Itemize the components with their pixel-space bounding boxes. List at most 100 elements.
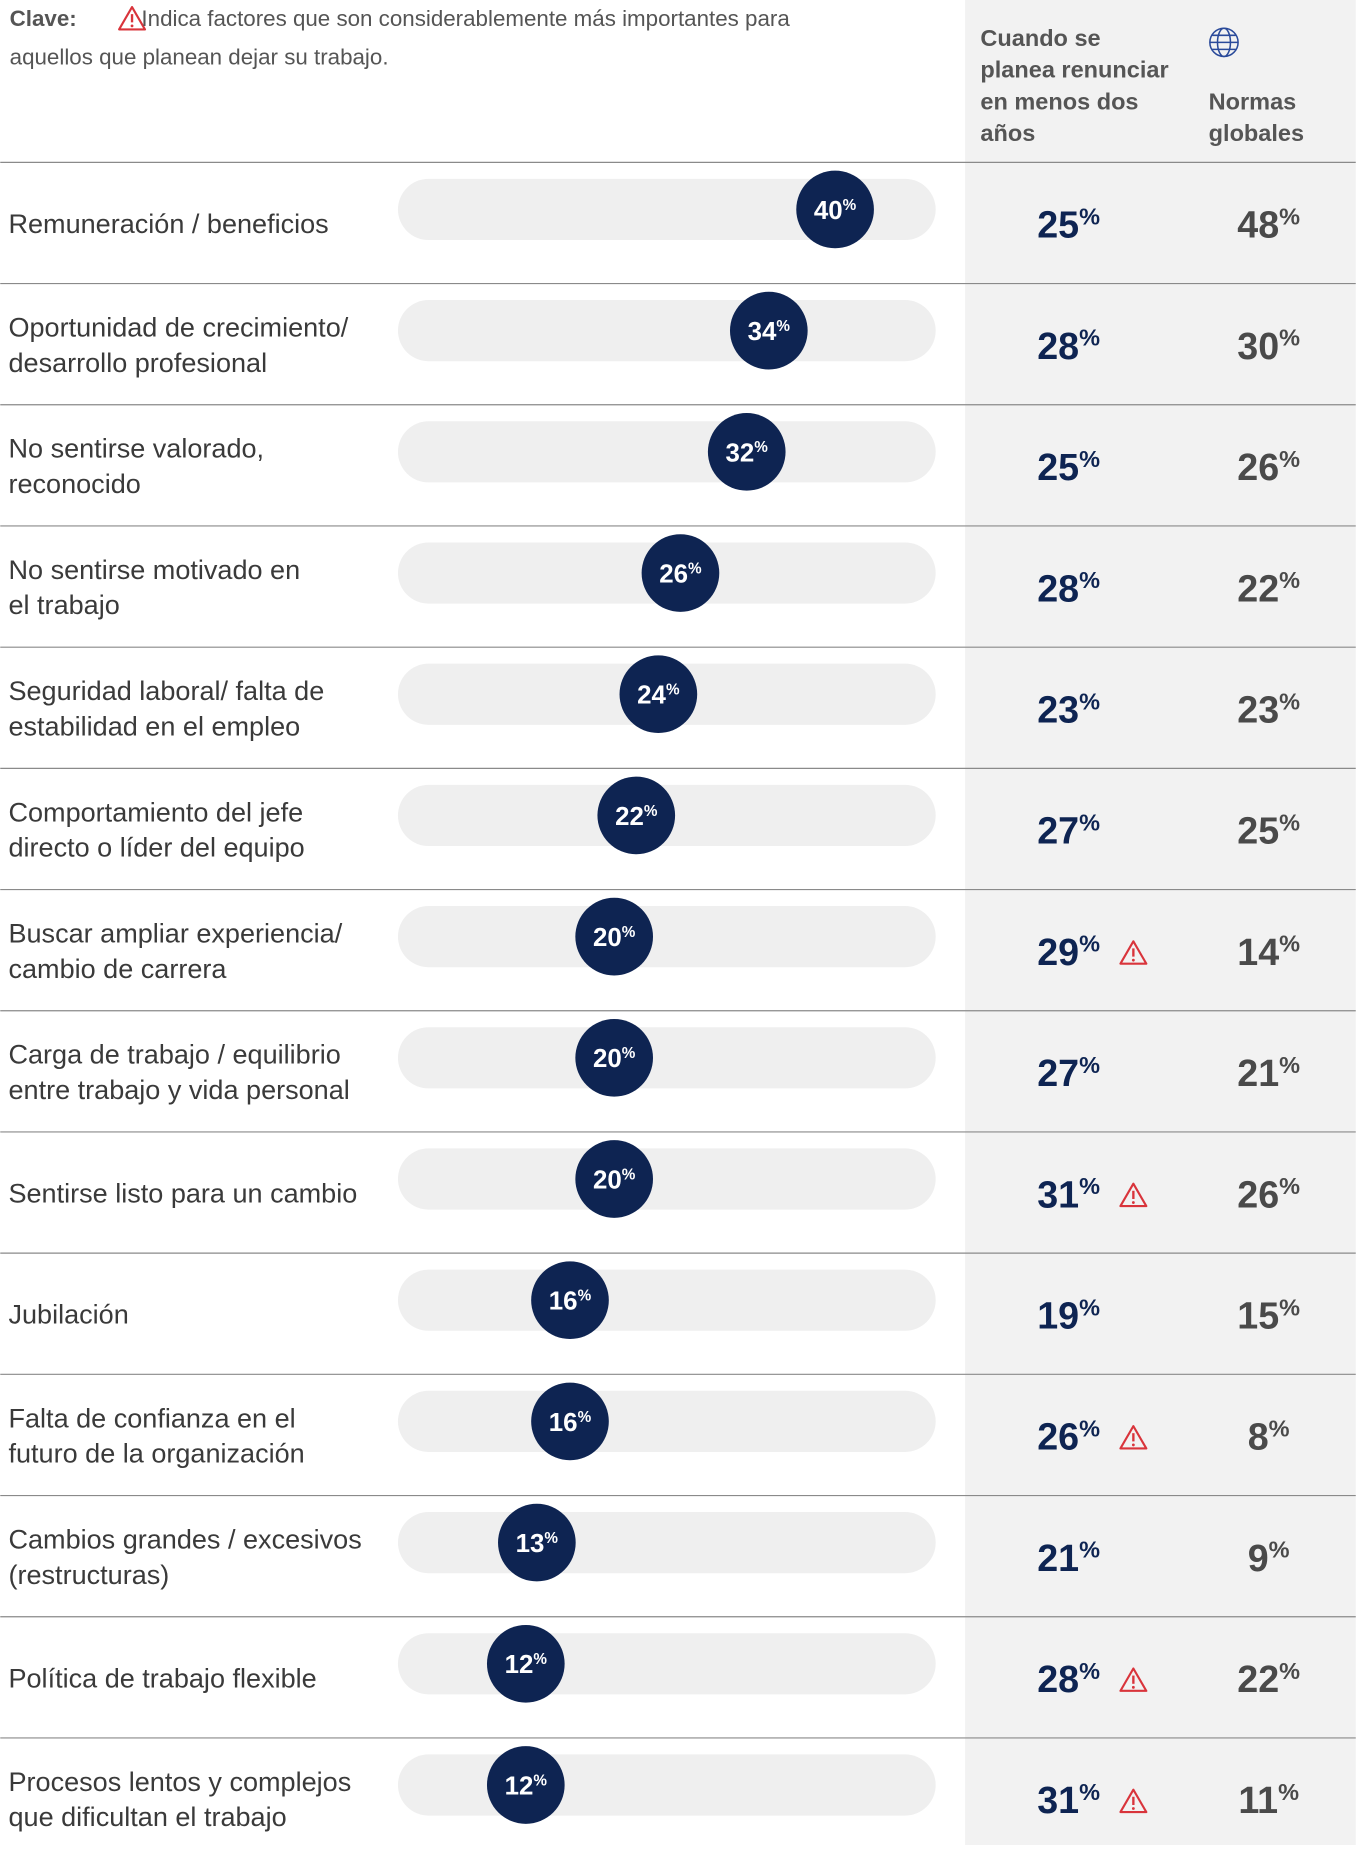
bubble [619,655,698,734]
bubble-label-unit: % [644,803,658,820]
category-label: desarrollo profesional [8,348,267,378]
plan-quit-value-number: 28 [1037,1658,1079,1700]
global-norm-value-number: 9 [1248,1537,1269,1579]
bubble [641,534,720,612]
category-label: el trabajo [8,590,119,620]
plan-quit-value-number: 25 [1037,204,1079,246]
bubble-label: 24% [637,682,680,710]
category-label: Falta de confianza en el [8,1403,295,1433]
globe-icon [1209,27,1239,58]
category-label: cambio de carrera [8,954,227,984]
warning-dot [1131,1443,1135,1447]
warning-dot [1131,1685,1135,1689]
global-norm-value-number: 22 [1237,1658,1279,1700]
bubble-label: 40% [814,197,857,225]
plan-quit-value: 29% [1037,931,1100,973]
bubble-label: 26% [659,560,702,588]
bar-track [397,1633,936,1695]
key-text: Indica factores que son considerablement… [141,6,790,31]
global-norm-value-number: 22 [1237,567,1279,609]
bubble-label: 32% [726,439,769,467]
category-label: Comportamiento del jefe [8,797,303,827]
plan-quit-value-unit: % [1079,567,1100,593]
bubble [486,1624,565,1703]
bubble-label-unit: % [578,1409,592,1426]
category-label: Cambios grandes / excesivos [8,1524,361,1554]
plan-quit-value-number: 19 [1037,1294,1079,1336]
bubble-label: 20% [593,1166,636,1194]
plan-quit-value-number: 28 [1037,567,1079,609]
bubble-label-unit: % [776,318,790,335]
column-header: años [980,120,1035,146]
category-label: reconocido [8,469,140,499]
global-norm-value-unit: % [1279,1658,1300,1684]
plan-quit-value-number: 23 [1037,688,1079,730]
global-norm-value: 25% [1237,809,1300,851]
column-header: en menos dos [980,88,1138,114]
bubble [575,1018,654,1097]
global-norm-value-unit: % [1279,688,1300,714]
category-label: (restructuras) [8,1560,169,1590]
bubble-label-unit: % [544,1530,558,1547]
global-norm-value-number: 11 [1238,1779,1278,1821]
bar-track [397,1269,936,1331]
warning-icon [1119,1425,1148,1450]
key-label: Clave: [10,6,77,31]
global-norm-value: 26% [1237,446,1300,488]
bubble-label-number: 22 [615,803,644,831]
bubble-label-unit: % [622,1045,636,1062]
bubble-label: 34% [748,318,791,346]
plan-quit-value-unit: % [1079,1537,1100,1563]
global-norm-value-unit: % [1279,1052,1300,1078]
warning-icon [1119,1182,1148,1208]
global-norm-value-unit: % [1279,567,1300,593]
warning-dot [1131,958,1135,962]
global-norm-value-unit: % [1279,931,1300,957]
global-norm-value-number: 14 [1237,931,1279,973]
category-label: No sentirse motivado en [8,555,300,585]
bar-track [397,300,936,362]
category-label: directo o líder del equipo [8,833,304,863]
category-label: Sentirse listo para un cambio [8,1179,357,1209]
bubble-label-number: 12 [505,1772,534,1800]
plan-quit-value-unit: % [1079,1294,1100,1320]
plan-quit-value-unit: % [1079,204,1100,230]
global-norm-value-number: 21 [1237,1052,1279,1094]
global-norm-value: 22% [1237,1658,1300,1700]
bubble [597,776,676,855]
bubble-label: 16% [549,1288,592,1316]
bubble-label-number: 20 [593,1166,622,1194]
category-label: No sentirse valorado, [8,434,264,464]
plan-quit-value-number: 25 [1037,446,1079,488]
global-norm-value-number: 25 [1237,810,1279,852]
global-norm-value-number: 8 [1248,1416,1269,1458]
warning-icon [1119,940,1148,965]
bubble-label-unit: % [578,1288,592,1305]
column-header: Normas [1209,88,1297,114]
bubble [729,291,808,370]
bar-track [397,1148,936,1210]
bubble-label: 16% [549,1409,592,1437]
global-norm-value: 23% [1237,688,1300,730]
bubble [575,1140,654,1218]
global-norm-value: 26% [1237,1173,1300,1215]
bubble-label-unit: % [533,1772,547,1789]
global-norm-value: 15% [1237,1294,1300,1336]
category-label: Procesos lentos y complejos [8,1767,351,1797]
warning-triangle [1119,1425,1148,1450]
plan-quit-value: 31% [1037,1173,1100,1215]
plan-quit-value: 28% [1037,567,1100,609]
bubble-label-number: 13 [516,1530,545,1558]
plan-quit-value-number: 21 [1037,1537,1079,1579]
plan-quit-value: 31% [1037,1779,1100,1821]
bubble-label-number: 26 [659,560,688,588]
bubble [531,1261,609,1340]
plan-quit-value: 28% [1037,1658,1100,1700]
global-norm-value-unit: % [1269,1415,1290,1441]
bubble [796,170,874,249]
bubble-label-unit: % [754,439,768,456]
plan-quit-value-number: 31 [1037,1779,1079,1821]
category-label: entre trabajo y vida personal [8,1075,349,1105]
bar-track [397,1512,936,1574]
